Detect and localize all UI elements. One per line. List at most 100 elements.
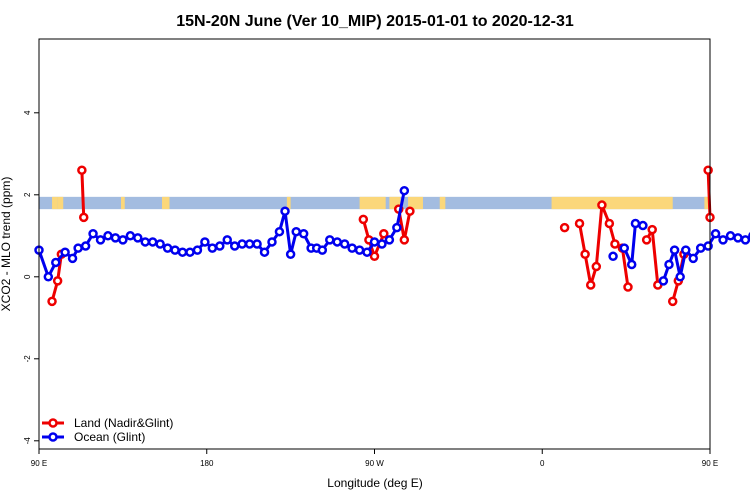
data-point [559, 222, 570, 233]
data-point [177, 247, 188, 257]
series-line [622, 222, 644, 266]
data-point [80, 241, 91, 251]
data-point [597, 200, 607, 210]
data-point [52, 276, 63, 286]
data-point [267, 237, 277, 247]
series-ocean-glint [34, 185, 750, 286]
data-point [88, 229, 98, 239]
data-point [291, 226, 301, 237]
data-point [162, 243, 173, 253]
y-axis-label: XCO2 - MLO trend (ppm) [0, 177, 13, 312]
data-point [78, 212, 89, 223]
data-point [377, 239, 387, 249]
data-point [125, 231, 136, 241]
data-point [67, 253, 78, 264]
land-band-segment [551, 196, 673, 210]
data-point [703, 165, 713, 175]
data-point [259, 247, 270, 257]
data-point [274, 226, 285, 237]
data-point [354, 245, 365, 255]
data-point [369, 237, 380, 247]
legend-marker [48, 418, 58, 428]
data-point [669, 245, 680, 255]
data-point [604, 218, 615, 229]
legend-label: Ocean (Glint) [74, 430, 145, 444]
data-point [118, 235, 128, 245]
data-point [638, 220, 648, 231]
data-point [710, 229, 721, 239]
data-point [207, 243, 218, 253]
y-tick-label: 0 [23, 274, 32, 279]
data-point [237, 239, 247, 249]
data-point [95, 235, 106, 245]
data-point [399, 185, 410, 196]
data-point [658, 276, 669, 286]
data-point [222, 235, 233, 245]
data-point [733, 233, 743, 243]
data-point [703, 241, 713, 251]
data-point [623, 282, 633, 292]
x-tick-label: 90 E [31, 459, 47, 468]
land-band-segment [389, 196, 401, 210]
data-point [641, 235, 652, 245]
data-point [155, 239, 165, 249]
y-axis: -4 -2 0 2 4 [23, 110, 39, 444]
data-point [77, 165, 87, 175]
data-point [252, 239, 262, 249]
data-point [725, 231, 736, 241]
data-point [285, 249, 296, 259]
data-point [626, 259, 637, 270]
data-point [140, 237, 150, 247]
data-point [244, 239, 255, 249]
data-point [317, 245, 328, 255]
data-point [362, 247, 372, 257]
data-point [574, 218, 585, 229]
data-point [325, 235, 335, 245]
legend-marker [48, 432, 58, 442]
data-point [339, 239, 350, 249]
data-point [229, 241, 240, 251]
data-point [384, 235, 395, 245]
land-band-segment [359, 196, 386, 210]
land-band-segment [162, 196, 170, 210]
data-point [60, 247, 70, 257]
data-point [688, 253, 698, 264]
data-point [147, 237, 158, 247]
x-tick-label: 90 W [365, 459, 384, 468]
chart-title: 15N-20N June (Ver 10_MIP) 2015-01-01 to … [176, 13, 574, 30]
data-point [170, 245, 180, 255]
data-point [585, 280, 596, 290]
land-band-segment [121, 196, 125, 210]
x-axis-label: Longitude (deg E) [327, 476, 422, 490]
data-point [379, 229, 389, 239]
data-point [133, 233, 143, 243]
data-point [103, 231, 113, 241]
data-point [667, 296, 678, 307]
land-band-segment [408, 196, 423, 210]
land-ocean-band [39, 196, 710, 210]
data-point [280, 206, 290, 216]
data-point [73, 243, 83, 253]
series-land-nadir-glint [47, 165, 715, 307]
data-point [185, 247, 195, 257]
data-point [681, 245, 691, 255]
series-layer [34, 165, 750, 307]
data-point [580, 249, 590, 259]
y-tick-label: -2 [23, 355, 32, 363]
data-point [647, 224, 657, 235]
data-point [200, 237, 210, 247]
data-point [664, 259, 674, 270]
data-point [215, 241, 225, 251]
y-tick-label: -4 [23, 437, 32, 445]
data-point [51, 257, 61, 268]
data-point [392, 222, 402, 233]
data-point [399, 235, 410, 245]
data-point [675, 272, 685, 282]
legend: Land (Nadir&Glint)Ocean (Glint) [42, 416, 173, 444]
data-point [358, 214, 369, 225]
y-tick-label: 2 [23, 192, 32, 197]
data-point [608, 251, 618, 262]
data-point [332, 237, 342, 247]
data-point [591, 261, 602, 272]
